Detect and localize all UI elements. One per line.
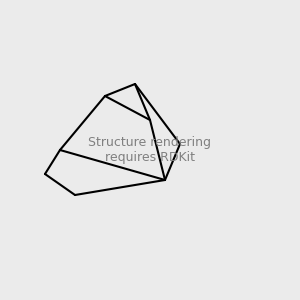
Text: Structure rendering
requires RDKit: Structure rendering requires RDKit — [88, 136, 212, 164]
